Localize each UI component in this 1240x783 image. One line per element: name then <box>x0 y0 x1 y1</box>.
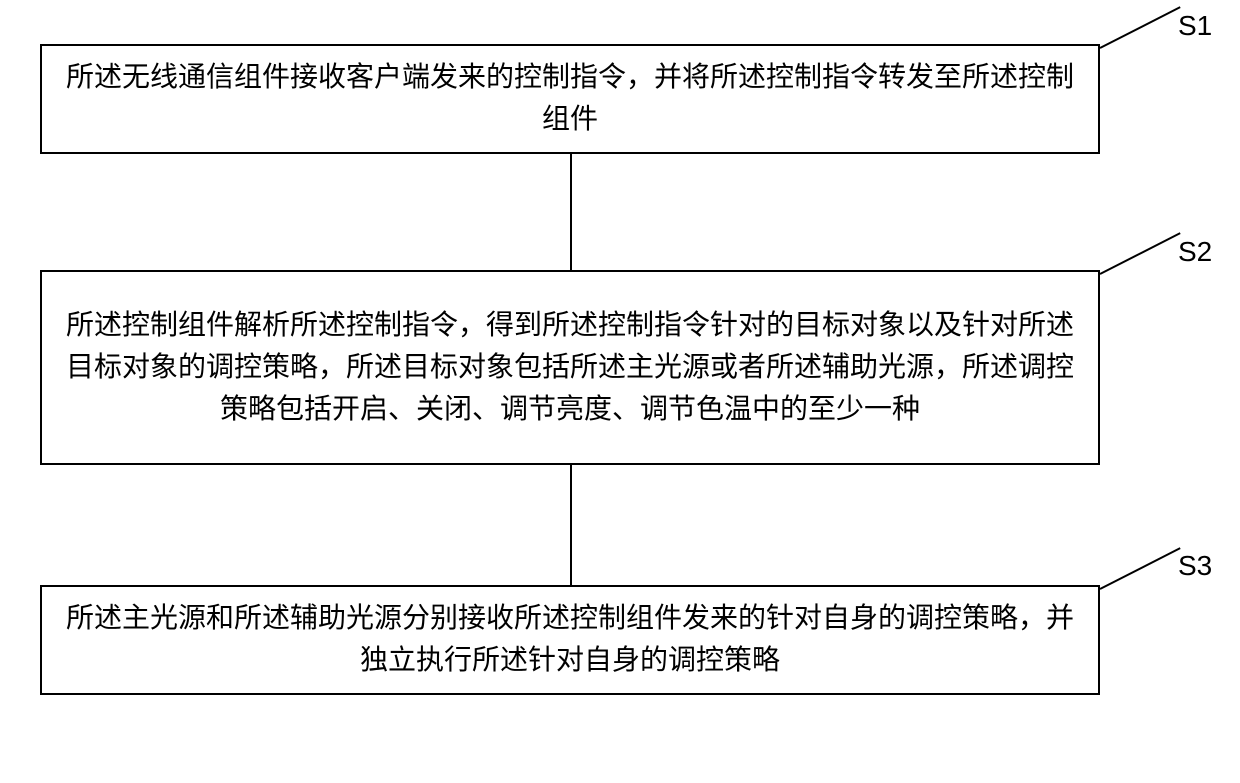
leader-line <box>1100 232 1181 275</box>
flowchart-box-box2: 所述控制组件解析所述控制指令，得到所述控制指令针对的目标对象以及针对所述目标对象… <box>40 270 1100 465</box>
flowchart-box-text: 所述主光源和所述辅助光源分别接收所述控制组件发来的针对自身的调控策略，并独立执行… <box>62 598 1078 682</box>
flowchart-step-label: S2 <box>1178 236 1212 268</box>
flowchart-box-box1: 所述无线通信组件接收客户端发来的控制指令，并将所述控制指令转发至所述控制组件 <box>40 44 1100 154</box>
flowchart-step-label: S1 <box>1178 10 1212 42</box>
flowchart-connector <box>570 154 572 270</box>
flowchart-box-text: 所述无线通信组件接收客户端发来的控制指令，并将所述控制指令转发至所述控制组件 <box>62 57 1078 141</box>
flowchart-box-box3: 所述主光源和所述辅助光源分别接收所述控制组件发来的针对自身的调控策略，并独立执行… <box>40 585 1100 695</box>
flowchart-box-text: 所述控制组件解析所述控制指令，得到所述控制指令针对的目标对象以及针对所述目标对象… <box>62 305 1078 431</box>
flowchart-connector <box>570 465 572 585</box>
leader-line <box>1100 6 1181 49</box>
leader-line <box>1100 547 1181 590</box>
flowchart-step-label: S3 <box>1178 550 1212 582</box>
